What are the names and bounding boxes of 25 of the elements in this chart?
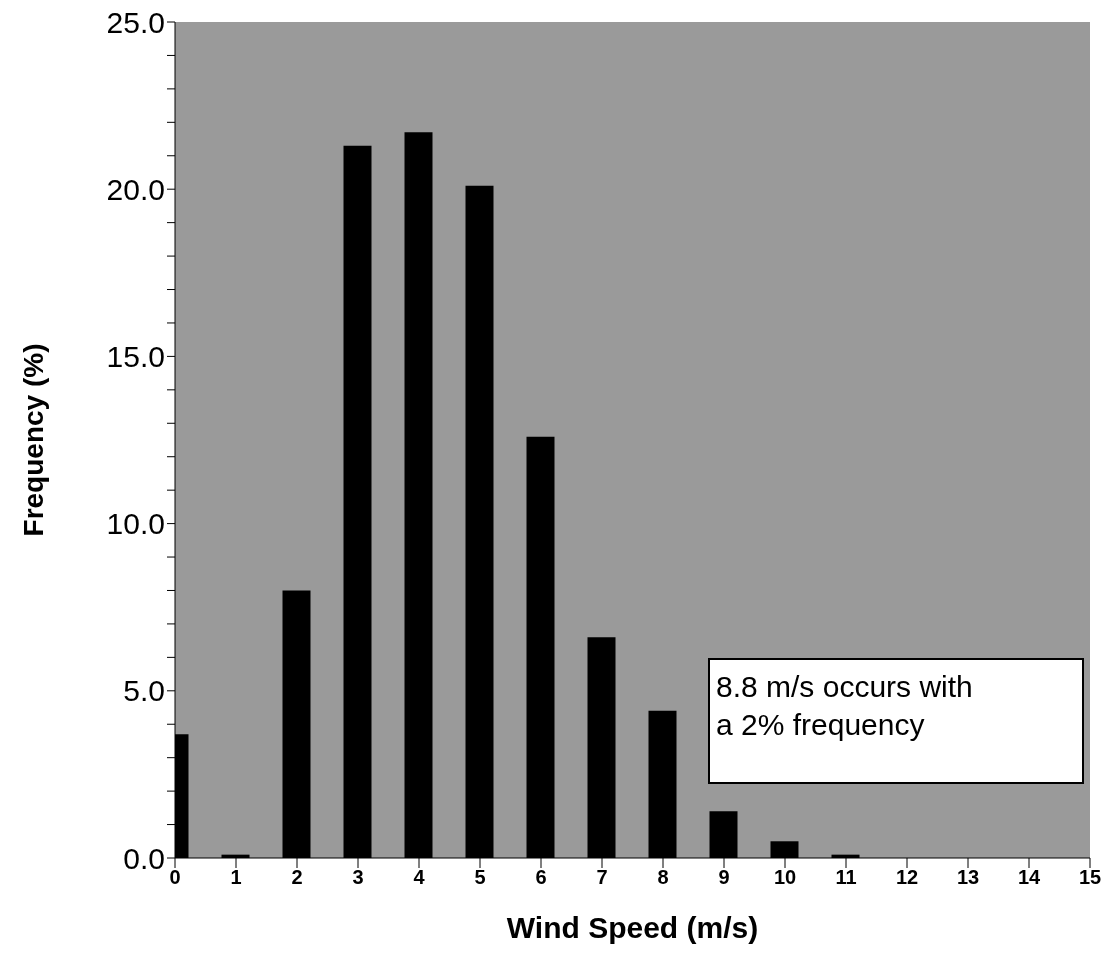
y-tick-label: 20.0 [106,172,165,206]
y-tick-label: 25.0 [106,5,165,39]
x-tick-label: 2 [291,866,303,889]
x-tick-label: 4 [413,866,426,889]
x-tick-label: 6 [535,866,547,889]
x-tick-label: 12 [895,866,919,889]
x-tick-label: 11 [835,866,857,889]
x-tick-label: 5 [474,866,486,889]
x-tick-label: 9 [718,866,730,889]
y-axis-title: Frequency (%) [17,343,49,537]
x-tick-label: 3 [352,866,364,889]
x-tick-label: 14 [1017,866,1041,889]
x-tick-label: 7 [596,866,608,889]
x-tick-label: 0 [169,866,181,889]
y-tick-label: 0.0 [123,841,165,875]
y-tick-label: 10.0 [106,507,165,541]
x-tick-label: 1 [230,866,242,889]
callout-box: 8.8 m/s occurs with a 2% frequency [708,658,1084,784]
x-tick-label: 10 [773,866,797,889]
x-tick-label: 15 [1078,866,1102,889]
y-tick-label: 15.0 [106,340,165,374]
x-tick-label: 13 [956,866,980,889]
x-tick-label: 8 [657,866,669,889]
y-tick-label: 5.0 [123,674,165,708]
x-axis-title: Wind Speed (m/s) [506,911,759,944]
